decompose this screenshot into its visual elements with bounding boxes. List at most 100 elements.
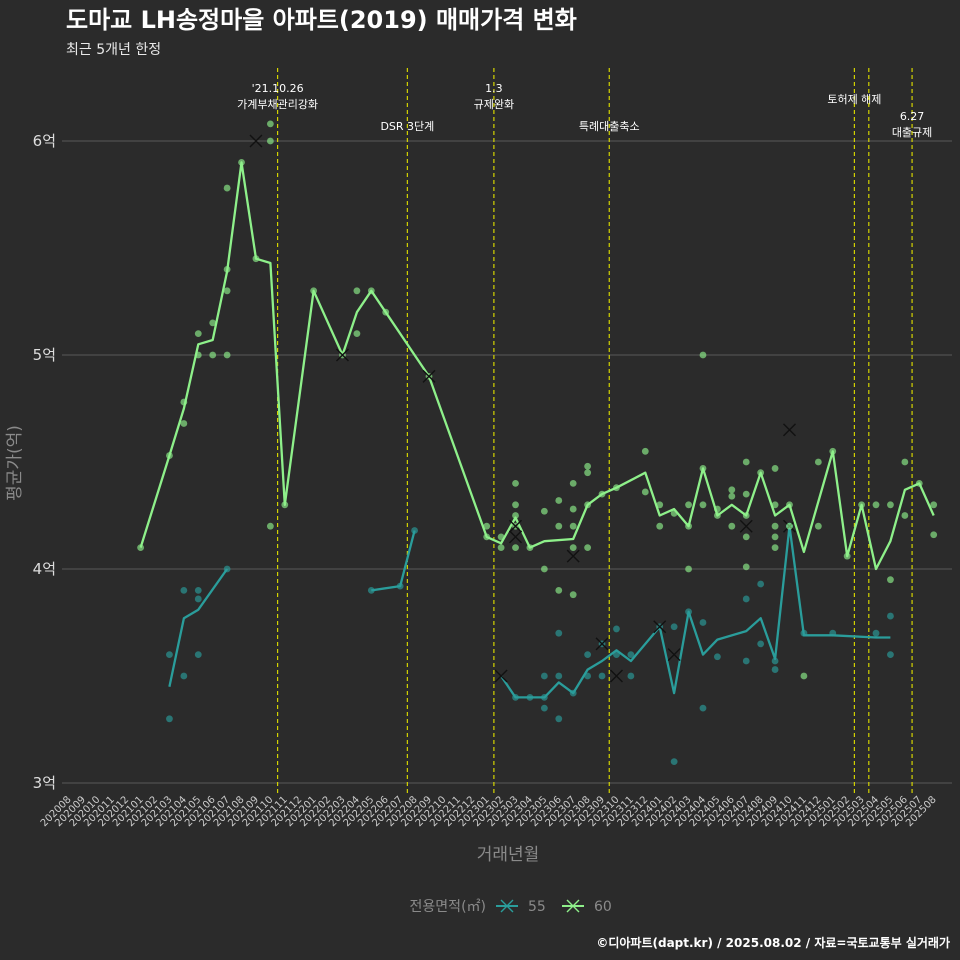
data-point	[411, 527, 418, 534]
data-point	[194, 587, 202, 594]
data-point	[266, 120, 274, 128]
data-point	[613, 625, 620, 633]
event-label: 6.27	[900, 110, 925, 123]
event-label: 가계부채관리강화	[237, 98, 318, 111]
data-point	[728, 486, 736, 494]
event-label: 규제완화	[474, 98, 514, 111]
data-point	[497, 544, 505, 551]
legend-label-55: 55	[528, 899, 546, 915]
data-point	[540, 704, 548, 712]
caption: ©디아파트(dapt.kr) / 2025.08.02 / 자료=국토교통부 실…	[596, 935, 950, 950]
legend: 전용면적(㎡) 55 60	[410, 899, 612, 915]
data-point	[353, 287, 361, 295]
data-point	[930, 501, 938, 509]
data-point	[685, 565, 692, 573]
data-point	[771, 533, 779, 541]
event-label: DSR 3단계	[380, 120, 434, 133]
x-axis: 2020082020092020102020112020122021012021…	[39, 794, 939, 829]
data-point	[771, 666, 779, 673]
data-point	[584, 462, 592, 470]
data-point	[771, 544, 779, 551]
data-point	[194, 330, 202, 337]
data-point	[872, 629, 880, 637]
data-point	[742, 563, 750, 571]
data-point	[872, 501, 880, 509]
data-point	[540, 565, 548, 573]
data-point	[569, 480, 577, 487]
data-point	[887, 576, 894, 584]
data-point	[901, 458, 909, 466]
y-tick-label: 4억	[33, 560, 56, 578]
series-line	[139, 161, 935, 571]
data-point	[555, 629, 563, 637]
data-point	[742, 595, 750, 603]
data-point	[699, 501, 707, 509]
data-point	[887, 612, 894, 620]
data-point	[901, 512, 909, 519]
max-marker	[494, 669, 508, 683]
data-point	[814, 522, 822, 530]
max-marker	[509, 530, 523, 544]
data-point	[569, 522, 577, 530]
data-point	[569, 544, 577, 551]
y-tick-label: 6억	[33, 132, 56, 150]
series-line	[168, 568, 229, 687]
data-point	[569, 591, 577, 599]
data-point	[209, 351, 217, 359]
data-point	[800, 672, 808, 680]
data-point	[728, 492, 736, 500]
data-point	[512, 501, 519, 509]
data-point	[180, 587, 188, 594]
series-line	[500, 525, 891, 699]
data-point	[728, 522, 736, 530]
data-point	[180, 420, 188, 427]
data-point	[699, 351, 707, 359]
data-point	[757, 640, 765, 648]
data-point	[685, 501, 692, 509]
data-point	[209, 319, 217, 327]
legend-marker-60	[566, 899, 580, 913]
max-marker	[566, 549, 580, 563]
data-point	[569, 505, 577, 513]
data-point	[540, 672, 548, 680]
data-point	[540, 507, 548, 515]
data-point	[771, 657, 779, 665]
y-tick-label: 5억	[33, 346, 56, 364]
data-point	[223, 184, 231, 192]
data-point	[598, 672, 606, 680]
chart-title: 도마교 LH송정마을 아파트(2019) 매매가격 변화	[66, 6, 577, 34]
max-marker	[249, 134, 263, 148]
data-point	[771, 501, 779, 509]
data-point	[641, 488, 649, 496]
data-point	[194, 595, 202, 603]
data-point	[656, 501, 664, 509]
data-point	[555, 715, 563, 723]
data-point	[742, 533, 750, 541]
data-point	[555, 672, 563, 680]
data-point	[194, 651, 202, 658]
max-marker	[422, 369, 436, 383]
data-point	[555, 497, 563, 504]
series-line	[371, 530, 416, 592]
data-point	[786, 522, 793, 530]
data-point	[742, 657, 750, 665]
max-marker	[509, 519, 523, 533]
data-point	[771, 465, 779, 472]
y-tick-label: 3억	[33, 774, 56, 792]
data-point	[742, 490, 750, 498]
series-60	[137, 120, 938, 680]
data-point	[584, 651, 592, 658]
data-point	[223, 287, 231, 295]
data-point	[641, 447, 649, 455]
data-point	[656, 522, 664, 530]
legend-title: 전용면적(㎡)	[410, 899, 486, 915]
max-marker	[667, 648, 681, 662]
event-label: 대출규제	[892, 126, 932, 139]
data-point	[814, 458, 822, 466]
data-point	[627, 651, 635, 658]
data-point	[512, 512, 519, 519]
data-point	[512, 480, 519, 487]
series-55	[166, 519, 894, 765]
